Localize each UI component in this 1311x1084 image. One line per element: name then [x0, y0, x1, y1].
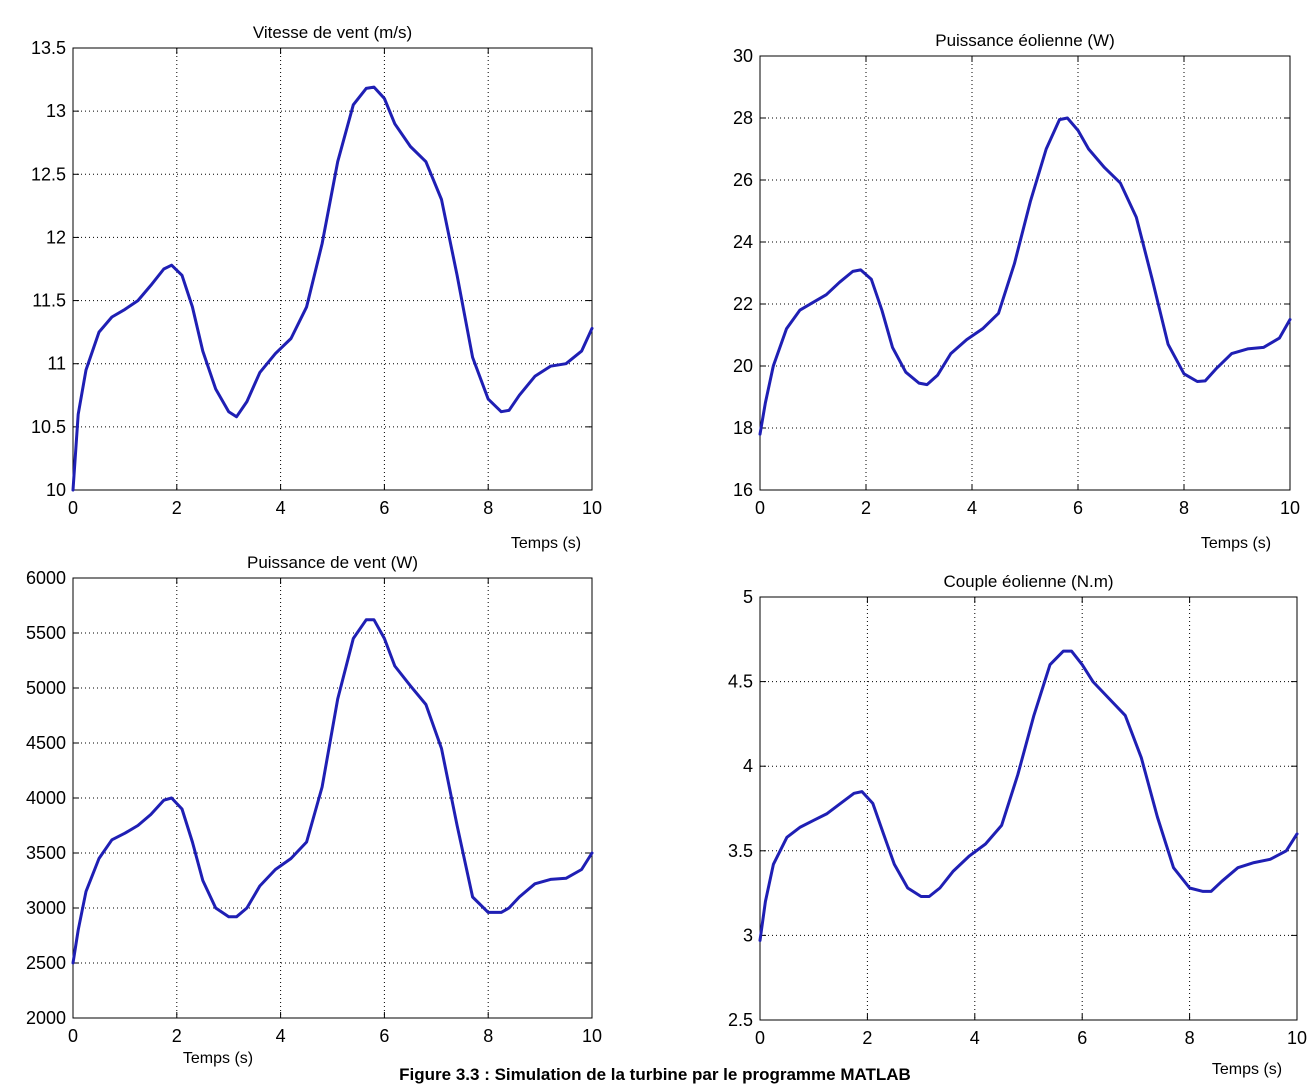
x-tick-label: 6 [1073, 498, 1083, 518]
x-tick-label: 10 [582, 498, 602, 518]
x-tick-label: 2 [861, 498, 871, 518]
subplot-4: 0 2 4 6 8 10 2.5 3 3.5 4 4.5 5 Couple éolienne (N.m)… [728, 572, 1307, 1078]
y-tick-label: 4000 [26, 788, 66, 808]
x-tick-label: 10 [1287, 1028, 1307, 1048]
x-axis-label: Temps (s) [511, 535, 581, 552]
plot-area [72, 47, 593, 491]
x-axis-label: Temps (s) [1201, 535, 1271, 552]
y-tick-label: 5 [743, 587, 753, 607]
plot-title: Puissance de vent (W) [247, 553, 418, 572]
x-tick-label: 2 [862, 1028, 872, 1048]
series-line [71, 85, 594, 492]
y-tick-label: 4.5 [728, 672, 753, 692]
plot-area [72, 577, 593, 1019]
y-tick-label: 18 [733, 418, 753, 438]
x-tick-label: 8 [1179, 498, 1189, 518]
x-tick-label: 6 [379, 498, 389, 518]
x-tick-label: 2 [172, 1026, 182, 1046]
x-tick-label: 0 [68, 1026, 78, 1046]
plot-title: Puissance éolienne (W) [935, 31, 1115, 50]
x-tick-label: 4 [276, 498, 286, 518]
y-tick-label: 4500 [26, 733, 66, 753]
series-line [758, 649, 1299, 942]
y-tick-label: 20 [733, 356, 753, 376]
x-tick-label: 6 [1077, 1028, 1087, 1048]
x-tick-label: 8 [1185, 1028, 1195, 1048]
y-tick-label: 10 [46, 480, 66, 500]
plot-area [759, 55, 1291, 491]
y-tick-label: 2.5 [728, 1010, 753, 1030]
y-tick-label: 5500 [26, 623, 66, 643]
y-tick-label: 30 [733, 46, 753, 66]
y-tick-label: 2000 [26, 1008, 66, 1028]
x-tick-label: 2 [172, 498, 182, 518]
y-tick-label: 6000 [26, 568, 66, 588]
x-tick-label: 10 [582, 1026, 602, 1046]
subplot-3: 0 2 4 6 8 10 2000 2500 3000 3500 4000 4500 5000 5500 6… [26, 553, 602, 1067]
y-tick-label: 24 [733, 232, 753, 252]
series-line [71, 618, 594, 965]
y-tick-label: 5000 [26, 678, 66, 698]
y-tick-label: 3500 [26, 843, 66, 863]
x-tick-label: 0 [755, 498, 765, 518]
y-tick-label: 12.5 [31, 164, 66, 184]
y-tick-label: 3000 [26, 898, 66, 918]
y-tick-label: 4 [743, 756, 753, 776]
plot-title: Couple éolienne (N.m) [943, 572, 1113, 591]
x-tick-label: 8 [483, 1026, 493, 1046]
subplot-1: 0 2 4 6 8 10 10 10.5 11 11.5 12 12.5 13 13.5 Vitesse d… [31, 23, 602, 552]
y-tick-label: 13 [46, 101, 66, 121]
x-tick-label: 0 [68, 498, 78, 518]
y-tick-label: 12 [46, 227, 66, 247]
y-tick-label: 16 [733, 480, 753, 500]
x-tick-label: 8 [483, 498, 493, 518]
x-axis-label: Temps (s) [183, 1050, 253, 1067]
y-tick-label: 28 [733, 108, 753, 128]
y-tick-label: 10.5 [31, 417, 66, 437]
x-tick-label: 4 [967, 498, 977, 518]
y-tick-label: 3 [743, 925, 753, 945]
x-tick-label: 0 [755, 1028, 765, 1048]
y-tick-label: 13.5 [31, 38, 66, 58]
y-tick-label: 3.5 [728, 841, 753, 861]
y-tick-label: 22 [733, 294, 753, 314]
y-tick-label: 26 [733, 170, 753, 190]
x-tick-label: 10 [1280, 498, 1300, 518]
x-axis-label: Temps (s) [1212, 1061, 1282, 1078]
x-tick-label: 4 [276, 1026, 286, 1046]
plot-area [759, 596, 1298, 1021]
plot-title: Vitesse de vent (m/s) [253, 23, 412, 42]
series-line [758, 116, 1292, 436]
figure-caption: Figure 3.3 : Simulation de la turbine pa… [399, 1065, 911, 1084]
y-tick-label: 2500 [26, 953, 66, 973]
x-tick-label: 4 [970, 1028, 980, 1048]
y-tick-label: 11 [47, 354, 66, 374]
y-tick-label: 11.5 [32, 291, 66, 311]
x-tick-label: 6 [379, 1026, 389, 1046]
